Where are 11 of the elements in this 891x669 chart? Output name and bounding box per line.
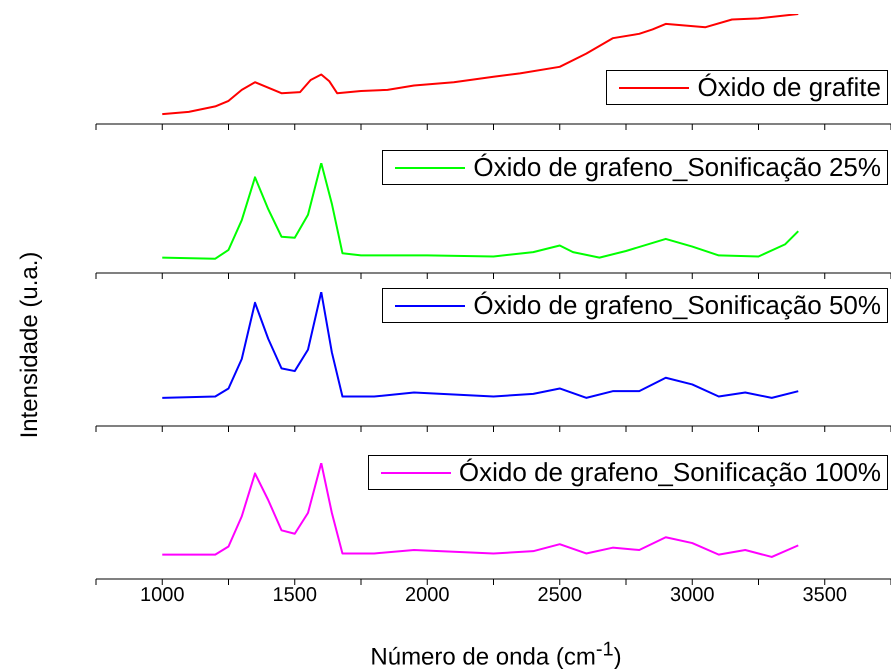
legend-label: Óxido de grafeno_Sonificação 100% (458, 457, 881, 488)
legend-label: Óxido de grafite (697, 72, 881, 103)
x-tick-label: 3000 (670, 584, 714, 606)
x-tick-label: 1000 (140, 584, 184, 606)
x-tick-label: 3500 (802, 584, 847, 606)
x-tick-label: 1500 (272, 584, 317, 606)
x-tick-label: 2000 (405, 584, 450, 606)
x-tick-label: 2500 (538, 584, 582, 606)
y-axis-title: Intensidade (u.a.) (16, 252, 44, 438)
legend-label: Óxido de grafeno_Sonificação 50% (473, 290, 881, 321)
legend-label: Óxido de grafeno_Sonificação 25% (473, 152, 881, 183)
